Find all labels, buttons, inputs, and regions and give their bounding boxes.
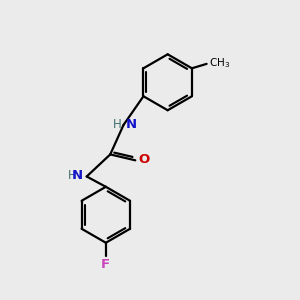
Text: H: H [68,169,76,182]
Text: CH$_3$: CH$_3$ [209,56,230,70]
Text: N: N [126,118,137,131]
Text: F: F [101,258,110,272]
Text: H: H [112,118,121,131]
Text: O: O [139,153,150,166]
Text: N: N [72,169,83,182]
